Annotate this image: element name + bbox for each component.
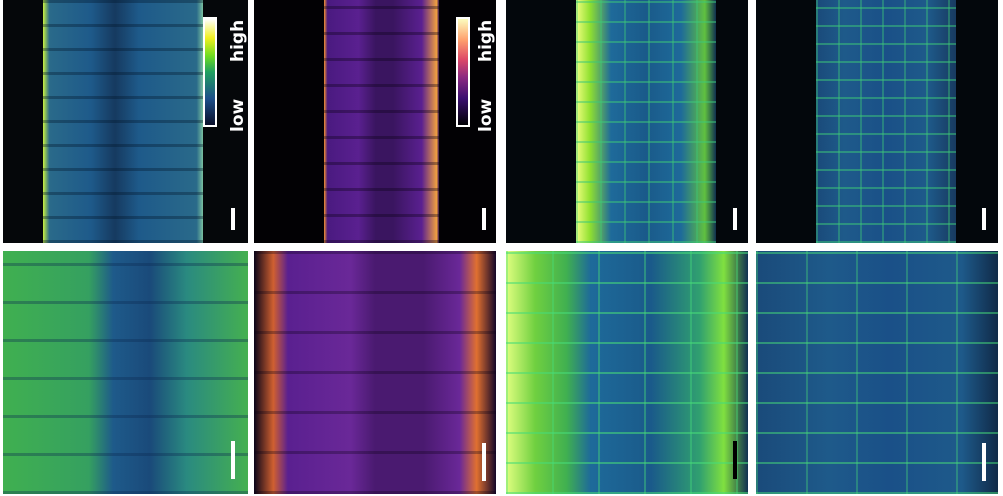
scale-bar bbox=[733, 441, 737, 479]
cell-walls bbox=[43, 0, 203, 243]
scale-bar bbox=[482, 443, 486, 481]
colorbar-high-label: high bbox=[476, 19, 496, 62]
micrograph-top-4 bbox=[756, 0, 998, 243]
cell-walls bbox=[254, 251, 496, 494]
colorbar-green-fire-blue bbox=[203, 17, 217, 127]
micrograph-bottom-2 bbox=[254, 251, 496, 494]
scale-bar bbox=[482, 208, 486, 230]
cell-walls bbox=[3, 251, 248, 494]
cell-walls bbox=[756, 251, 998, 494]
micrograph-top-1: high low bbox=[3, 0, 248, 243]
cell-walls bbox=[576, 0, 716, 243]
colorbar-high-label: high bbox=[228, 19, 248, 62]
colorbar-low-label: low bbox=[228, 98, 248, 132]
micrograph-bottom-4 bbox=[756, 251, 998, 494]
cell-walls bbox=[816, 0, 956, 243]
scale-bar bbox=[982, 208, 986, 230]
scale-bar bbox=[733, 208, 737, 230]
scale-bar bbox=[231, 441, 235, 479]
colorbar-inferno bbox=[456, 17, 470, 127]
micrograph-bottom-3 bbox=[506, 251, 748, 494]
micrograph-bottom-1 bbox=[3, 251, 248, 494]
root-tissue bbox=[43, 0, 203, 243]
micrograph-top-3 bbox=[506, 0, 748, 243]
scale-bar bbox=[231, 208, 235, 230]
scale-bar bbox=[982, 443, 986, 481]
micrograph-top-2: high low bbox=[254, 0, 496, 243]
cell-walls bbox=[506, 251, 748, 494]
colorbar-low-label: low bbox=[476, 98, 496, 132]
cell-walls bbox=[324, 0, 439, 243]
root-tissue bbox=[324, 0, 439, 243]
